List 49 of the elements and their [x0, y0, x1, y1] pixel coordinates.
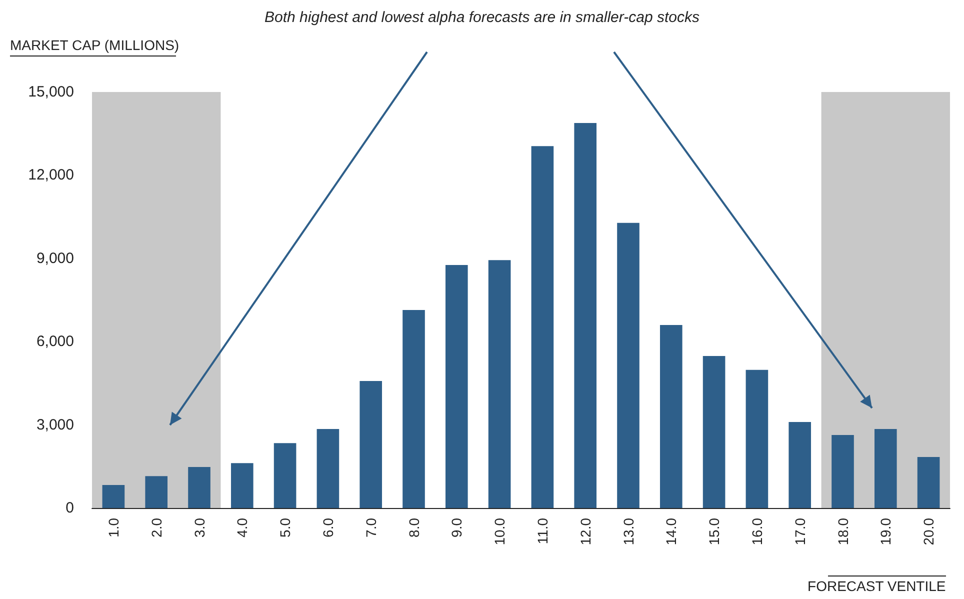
x-tick-label: 16.0 [748, 518, 765, 546]
x-tick-label: 17.0 [792, 518, 808, 546]
x-tick-label: 5.0 [277, 518, 294, 538]
bar [531, 146, 554, 508]
bar [788, 422, 812, 508]
bar [488, 260, 511, 508]
y-axis-title: MARKET CAP (MILLIONS) [10, 37, 180, 53]
bar [230, 463, 254, 508]
x-tick-label: 11.0 [534, 518, 550, 544]
bar [746, 370, 768, 508]
x-tick-label: 10.0 [492, 518, 508, 546]
bar [832, 435, 854, 508]
x-tick-label: 18.0 [834, 518, 851, 546]
y-tick-label: 15,000 [28, 84, 74, 100]
x-tick-label: 8.0 [406, 518, 422, 538]
bar [660, 324, 682, 508]
text: Both highest and lowest alpha forecasts are in smaller-cap stocks [264, 9, 700, 26]
bar [402, 310, 425, 508]
bar [360, 380, 382, 508]
x-tick-label: 15.0 [706, 518, 722, 546]
x-tick-label: 7.0 [362, 518, 379, 538]
x-axis-title: FORECAST VENTILE [808, 578, 946, 594]
y-tick-label: 0 [66, 500, 74, 516]
x-tick-label: 20.0 [920, 518, 937, 546]
y-tick-label: 12,000 [28, 166, 74, 184]
bar [274, 443, 296, 508]
x-tick-label: 2.0 [148, 518, 164, 538]
x-tick-label: 13.0 [620, 518, 636, 546]
y-tick-label: 3,000 [36, 416, 74, 434]
bar [316, 428, 340, 508]
x-tick-label: 4.0 [234, 518, 250, 538]
y-tick-label: 6,000 [36, 333, 74, 350]
y-tick-label: 9,000 [36, 250, 74, 267]
x-tick-label: 3.0 [191, 518, 208, 538]
x-tick-label: 6.0 [320, 518, 336, 538]
bar [617, 222, 640, 508]
bar [102, 484, 125, 508]
x-tick-label: 14.0 [663, 518, 680, 546]
bar [917, 456, 940, 508]
x-tick-label: 9.0 [448, 518, 465, 538]
bar [874, 428, 897, 508]
bar [574, 123, 597, 508]
bar [445, 265, 468, 508]
x-tick-label: 1.0 [105, 518, 122, 538]
bar [145, 476, 168, 508]
bar [702, 356, 726, 508]
bar [188, 466, 210, 508]
x-tick-label: 12.0 [577, 518, 594, 546]
x-tick-label: 19.0 [878, 518, 894, 546]
